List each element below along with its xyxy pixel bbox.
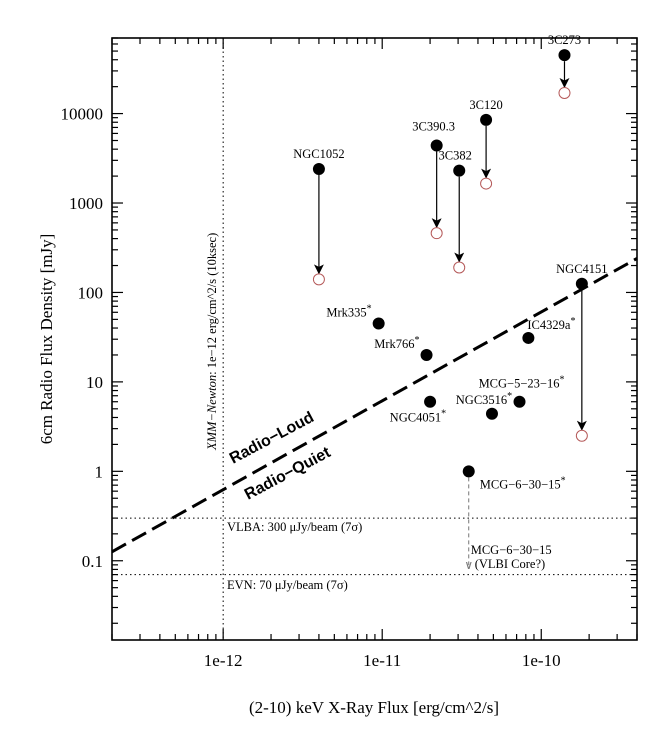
source-label: 3C273 (548, 33, 581, 47)
core-point (312, 273, 325, 286)
x-tick-label: 1e-10 (522, 651, 561, 670)
core-point (480, 177, 493, 190)
data-point (312, 163, 325, 176)
source-3c120: 3C120 (469, 98, 503, 190)
y-tick-label: 1000 (69, 194, 103, 213)
source-ic4329a: IC4329a* (522, 316, 575, 344)
source-3c273: 3C273 (548, 33, 581, 99)
source-label: NGC1052 (293, 147, 344, 161)
data-point (513, 395, 526, 408)
flag-asterisk: * (561, 475, 566, 486)
data-point (430, 139, 443, 152)
source-ngc3516: NGC3516* (456, 391, 512, 420)
upper-limit-label-note: (VLBI Core?) (475, 557, 545, 571)
y-tick-label: 100 (78, 283, 104, 302)
core-point (558, 86, 571, 99)
y-axis-title: 6cm Radio Flux Density [mJy] (37, 234, 56, 445)
source-ngc4051: NGC4051* (390, 395, 446, 425)
data-point (575, 277, 588, 290)
data-point (372, 317, 385, 330)
x-tick-label: 1e-12 (204, 651, 243, 670)
flag-asterisk: * (570, 316, 575, 327)
core-point (453, 261, 466, 274)
upper-limit-arrowhead-icon: ∨ (464, 558, 473, 572)
source-label: NGC4151 (556, 262, 607, 276)
core-point (575, 429, 588, 442)
y-tick-label: 10 (86, 373, 103, 392)
source-label: NGC4051* (390, 409, 446, 425)
source-label: NGC3516* (456, 391, 512, 407)
data-point (420, 348, 433, 361)
source-mrk766: Mrk766* (374, 335, 433, 361)
vlba-sensitivity-label: VLBA: 300 μJy/beam (7σ) (227, 520, 362, 534)
tick-labels: 1e-12 1e-11 1e-10 0.1 1 10 100 1000 10000 (61, 105, 561, 670)
minor-ticks (111, 37, 638, 640)
source-3c382: 3C382 (439, 149, 472, 274)
data-point (558, 49, 571, 62)
source-mcg-5-23-16: MCG−5−23−16* (479, 375, 565, 408)
x-tick-label: 1e-11 (363, 651, 401, 670)
source-ngc4151: NGC4151 (556, 262, 608, 442)
plot-frame (111, 37, 638, 641)
source-label: 3C390.3 (412, 119, 455, 133)
major-ticks (112, 38, 637, 640)
source-mcg-6-30-15: MCG−6−30−15* (462, 465, 566, 491)
y-tick-label: 1 (95, 462, 104, 481)
sources-layer: 3C273 3C120 3C390.3 3C382 NGC1052 NGC4151 Mrk3… (293, 33, 607, 491)
data-point (424, 395, 437, 408)
data-point (462, 465, 475, 478)
source-label: Mrk766* (374, 335, 419, 351)
source-label: MCG−6−30−15* (480, 475, 566, 491)
radio-loud-quiet-divider (111, 257, 638, 554)
upper-limit-group: ∨ MCG−6−30−15 (VLBI Core?) (464, 477, 552, 572)
source-label: IC4329a* (527, 316, 575, 332)
source-label: 3C120 (469, 98, 502, 112)
source-ngc1052: NGC1052 (293, 147, 345, 286)
source-3c390-3: 3C390.3 (412, 119, 455, 240)
xmm-sensitivity-label: XMM−Newton: 1e−12 erg/cm^2/s (10ksec) (205, 233, 219, 451)
evn-sensitivity-label: EVN: 70 μJy/beam (7σ) (227, 578, 348, 592)
data-point (485, 407, 498, 420)
source-mrk335: Mrk335* (326, 303, 385, 330)
flag-asterisk: * (507, 391, 512, 402)
upper-limit-label-name: MCG−6−30−15 (471, 543, 552, 557)
data-point (522, 331, 535, 344)
source-label: Mrk335* (326, 303, 371, 319)
flag-asterisk: * (559, 375, 564, 386)
flag-asterisk: * (441, 409, 446, 420)
y-tick-label: 10000 (61, 105, 104, 124)
y-tick-label: 0.1 (82, 552, 103, 571)
data-point (480, 113, 493, 126)
flag-asterisk: * (367, 303, 372, 314)
x-axis-title: (2-10) keV X-Ray Flux [erg/cm^2/s] (249, 698, 499, 717)
flag-asterisk: * (415, 335, 420, 346)
core-point (430, 227, 443, 240)
data-point (453, 164, 466, 177)
source-label: MCG−5−23−16* (479, 375, 565, 391)
source-label: 3C382 (439, 149, 472, 163)
